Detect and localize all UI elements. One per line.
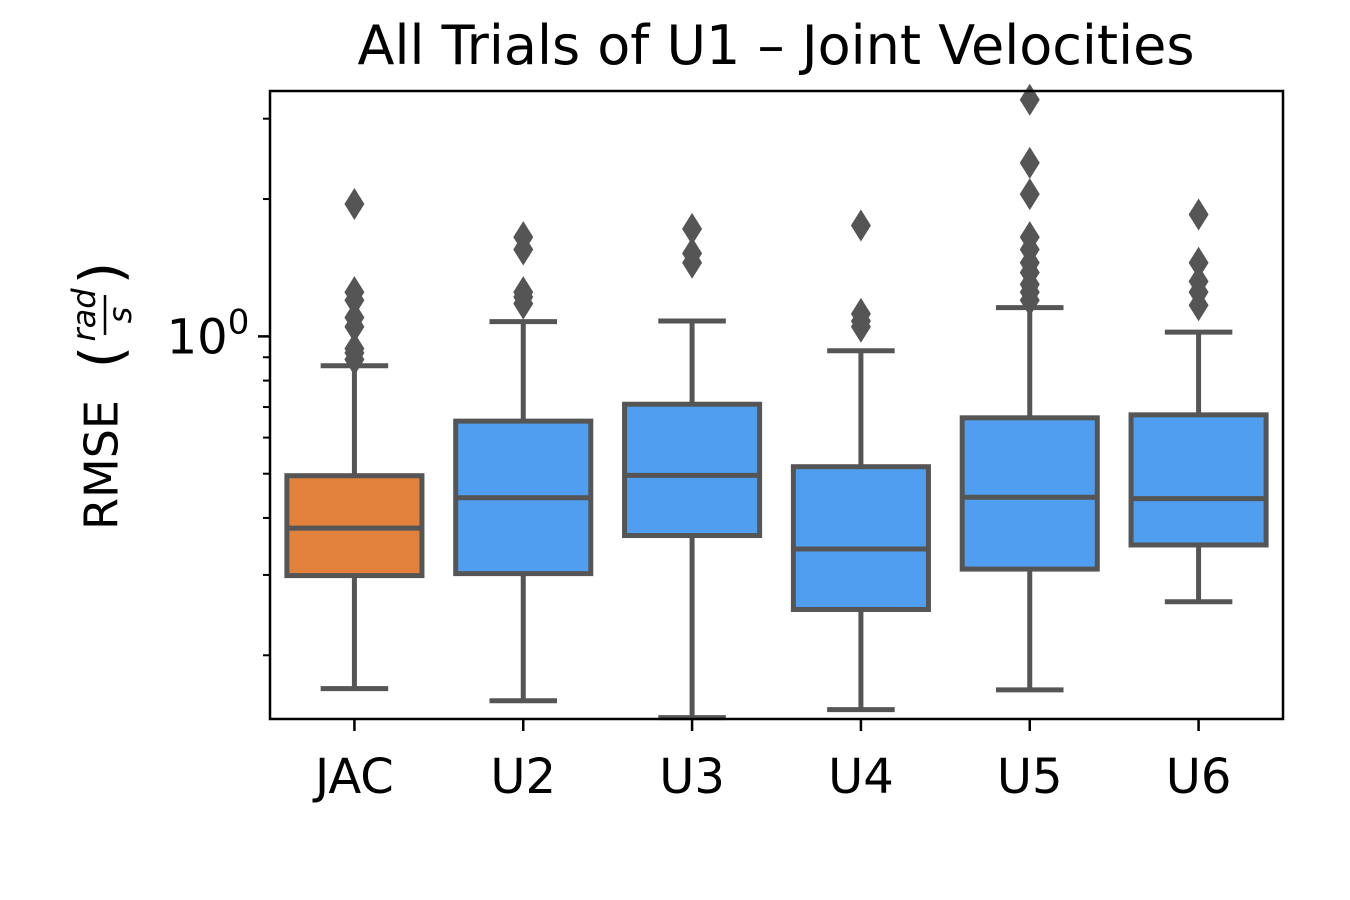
y-axis-label-close-paren: ) — [67, 262, 135, 285]
box-group-u3 — [622, 212, 763, 721]
outlier-point — [344, 188, 365, 221]
outlier-point — [344, 301, 365, 334]
outlier-point — [850, 209, 871, 242]
box-iqr — [622, 401, 763, 539]
box-group-u5 — [959, 83, 1100, 693]
outlier-point — [344, 332, 365, 365]
outlier-point — [344, 276, 365, 309]
outlier-point — [682, 237, 703, 270]
plot-area: JAC U2 U3 U4 U5 U6 100 — [167, 83, 1285, 805]
y-axis-label-denominator: s — [101, 307, 139, 324]
chart-title: All Trials of U1 – Joint Velocities — [358, 14, 1195, 77]
x-tick-label: U3 — [659, 749, 725, 805]
y-tick-label-base: 10 — [167, 309, 228, 365]
box-group-u4 — [790, 209, 931, 713]
x-tick-label: U2 — [490, 749, 556, 805]
x-tick-label: JAC — [312, 749, 394, 805]
outlier-point — [1019, 146, 1040, 179]
outlier-point — [1019, 221, 1040, 254]
box-iqr — [790, 464, 931, 612]
box-group-u6 — [1128, 198, 1269, 605]
box-group-u2 — [453, 221, 594, 704]
outlier-point — [850, 297, 871, 330]
outlier-point — [1019, 178, 1040, 211]
outlier-point — [682, 212, 703, 245]
outlier-point — [513, 221, 534, 254]
box-iqr — [959, 415, 1100, 572]
y-tick-label-exponent: 0 — [228, 302, 250, 342]
outlier-point — [513, 276, 534, 309]
outlier-point — [1188, 246, 1209, 279]
y-axis-label-text: RMSE — [75, 400, 129, 530]
y-axis-label-open-paren: ( — [67, 346, 135, 369]
y-axis-label-numerator: rad — [65, 288, 103, 342]
plot-frame — [268, 89, 1285, 721]
y-tick-label: 100 — [167, 302, 250, 365]
outlier-point — [1188, 198, 1209, 231]
box-group-jac — [284, 188, 425, 692]
x-tick-label: U5 — [997, 749, 1063, 805]
y-axis-label: RMSE ( rad s ) — [65, 262, 139, 530]
x-tick-label: U6 — [1166, 749, 1232, 805]
outlier-point — [1019, 83, 1040, 116]
box-iqr — [1128, 412, 1269, 548]
x-tick-label: U4 — [828, 749, 894, 805]
outlier-point — [1188, 265, 1209, 298]
